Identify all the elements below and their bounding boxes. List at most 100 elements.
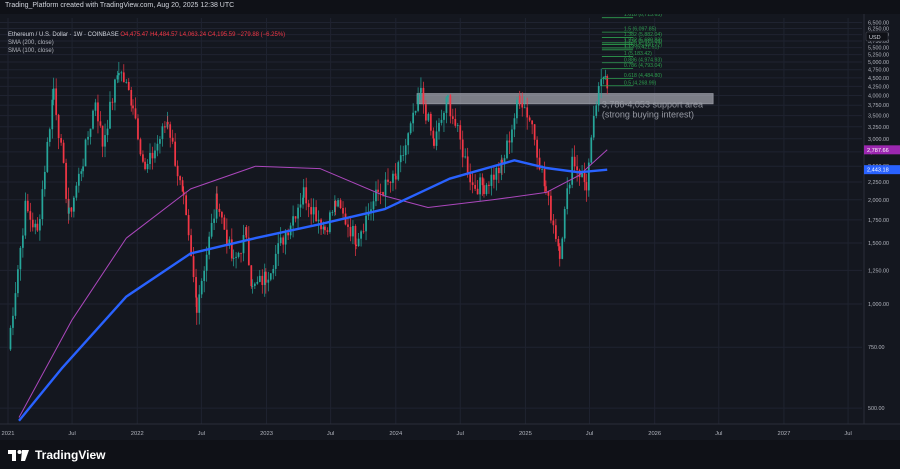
candle-body <box>352 225 354 237</box>
candle <box>17 265 19 298</box>
candle-body <box>481 177 484 186</box>
candle <box>264 268 267 294</box>
candle <box>106 119 109 143</box>
candle-body <box>414 110 417 113</box>
candle-body <box>171 137 174 142</box>
candle <box>536 136 538 170</box>
candle <box>312 198 315 223</box>
candle <box>179 175 181 186</box>
candle-body <box>547 191 550 196</box>
candle <box>60 133 62 146</box>
candle-body <box>508 140 511 143</box>
tradingview-logo[interactable]: TradingView <box>8 448 105 462</box>
candle-body <box>297 207 299 219</box>
candle <box>22 228 24 258</box>
candle <box>279 227 282 246</box>
chart-area[interactable]: 1.618 (6,713.65) 1.5 (6,097.85) 1.382 (5,8… <box>0 0 900 440</box>
candle-body <box>347 224 349 227</box>
candle <box>585 173 588 202</box>
legend-sma100[interactable]: SMA (100, close) <box>8 48 54 54</box>
candle <box>425 100 427 125</box>
price-tick-label: 4,000.00 <box>868 94 889 100</box>
time-tick-label: Jul <box>844 431 851 437</box>
candle-body <box>490 174 493 186</box>
candle-body <box>213 218 215 223</box>
fib-level-label: 0.886 (4,974.93) <box>624 57 662 63</box>
candle <box>247 226 250 266</box>
fib-level-label: 1.272 (5,680.83) <box>624 37 662 43</box>
candle-body <box>446 95 449 98</box>
price-tick-label: 500.00 <box>868 406 885 412</box>
legend-sma200[interactable]: SMA (200, close) <box>8 40 54 46</box>
candle <box>253 282 256 290</box>
candle <box>407 132 410 155</box>
candle <box>240 252 242 263</box>
candle-body <box>429 113 432 131</box>
candle-body <box>503 158 506 165</box>
candle <box>146 159 149 173</box>
fib-level-label: 0.786 (4,793.04) <box>624 63 662 69</box>
candle <box>89 128 92 145</box>
candle-body <box>185 195 188 216</box>
candle-body <box>516 99 518 119</box>
candle <box>476 179 479 195</box>
candle <box>31 212 34 232</box>
fib-level-label: 1.236 (5,615.05) <box>624 39 662 45</box>
candle-body <box>399 155 402 163</box>
candle-body <box>331 211 334 213</box>
candle <box>317 210 320 234</box>
candle <box>305 177 308 211</box>
currency-badge[interactable] <box>865 31 889 42</box>
candle-body <box>36 223 39 231</box>
time-tick-label: 2023 <box>260 431 273 437</box>
candle-body <box>384 179 387 196</box>
candle <box>362 223 365 234</box>
candle <box>511 124 513 153</box>
candle <box>326 227 329 235</box>
price-tick-label: 1,500.00 <box>868 241 889 247</box>
candle-body <box>372 201 375 210</box>
time-tick-label: Jul <box>68 431 75 437</box>
candle-body <box>422 87 425 105</box>
candle <box>68 200 70 221</box>
candle-body <box>70 207 73 212</box>
candle-body <box>253 283 256 286</box>
candle-body <box>543 168 546 187</box>
candle-body <box>284 232 287 245</box>
candle <box>41 180 44 226</box>
candle <box>263 263 266 297</box>
candle-body <box>179 176 181 181</box>
candle-body <box>339 200 342 209</box>
candle-body <box>31 219 34 228</box>
candle <box>34 219 37 235</box>
candle-body <box>349 226 352 237</box>
candle <box>228 236 231 249</box>
candle <box>429 111 432 136</box>
candle-body <box>419 92 422 95</box>
support-area-box <box>416 93 714 105</box>
candle <box>456 122 459 133</box>
price-tick-label: 3,500.00 <box>868 114 889 120</box>
candle-body <box>154 150 156 159</box>
candle <box>26 193 29 213</box>
candle <box>451 108 454 125</box>
candle-body <box>506 140 508 159</box>
candle-body <box>237 252 240 257</box>
candle-body <box>518 95 521 104</box>
candle <box>48 127 51 147</box>
candle-body <box>536 139 538 158</box>
candle <box>218 203 221 217</box>
candle <box>339 198 342 210</box>
candle-body <box>208 236 211 255</box>
candle <box>73 195 75 218</box>
candle <box>435 120 438 151</box>
candle <box>433 138 435 149</box>
candle-body <box>389 181 392 183</box>
candle-body <box>104 135 106 147</box>
candle-body <box>205 254 208 271</box>
candle-body <box>312 207 315 215</box>
candle-body <box>310 207 313 215</box>
candle <box>488 181 490 194</box>
price-chart[interactable]: 1.618 (6,713.65) 1.5 (6,097.85)1.382 (5,8… <box>0 0 900 440</box>
candle-body <box>417 94 419 111</box>
